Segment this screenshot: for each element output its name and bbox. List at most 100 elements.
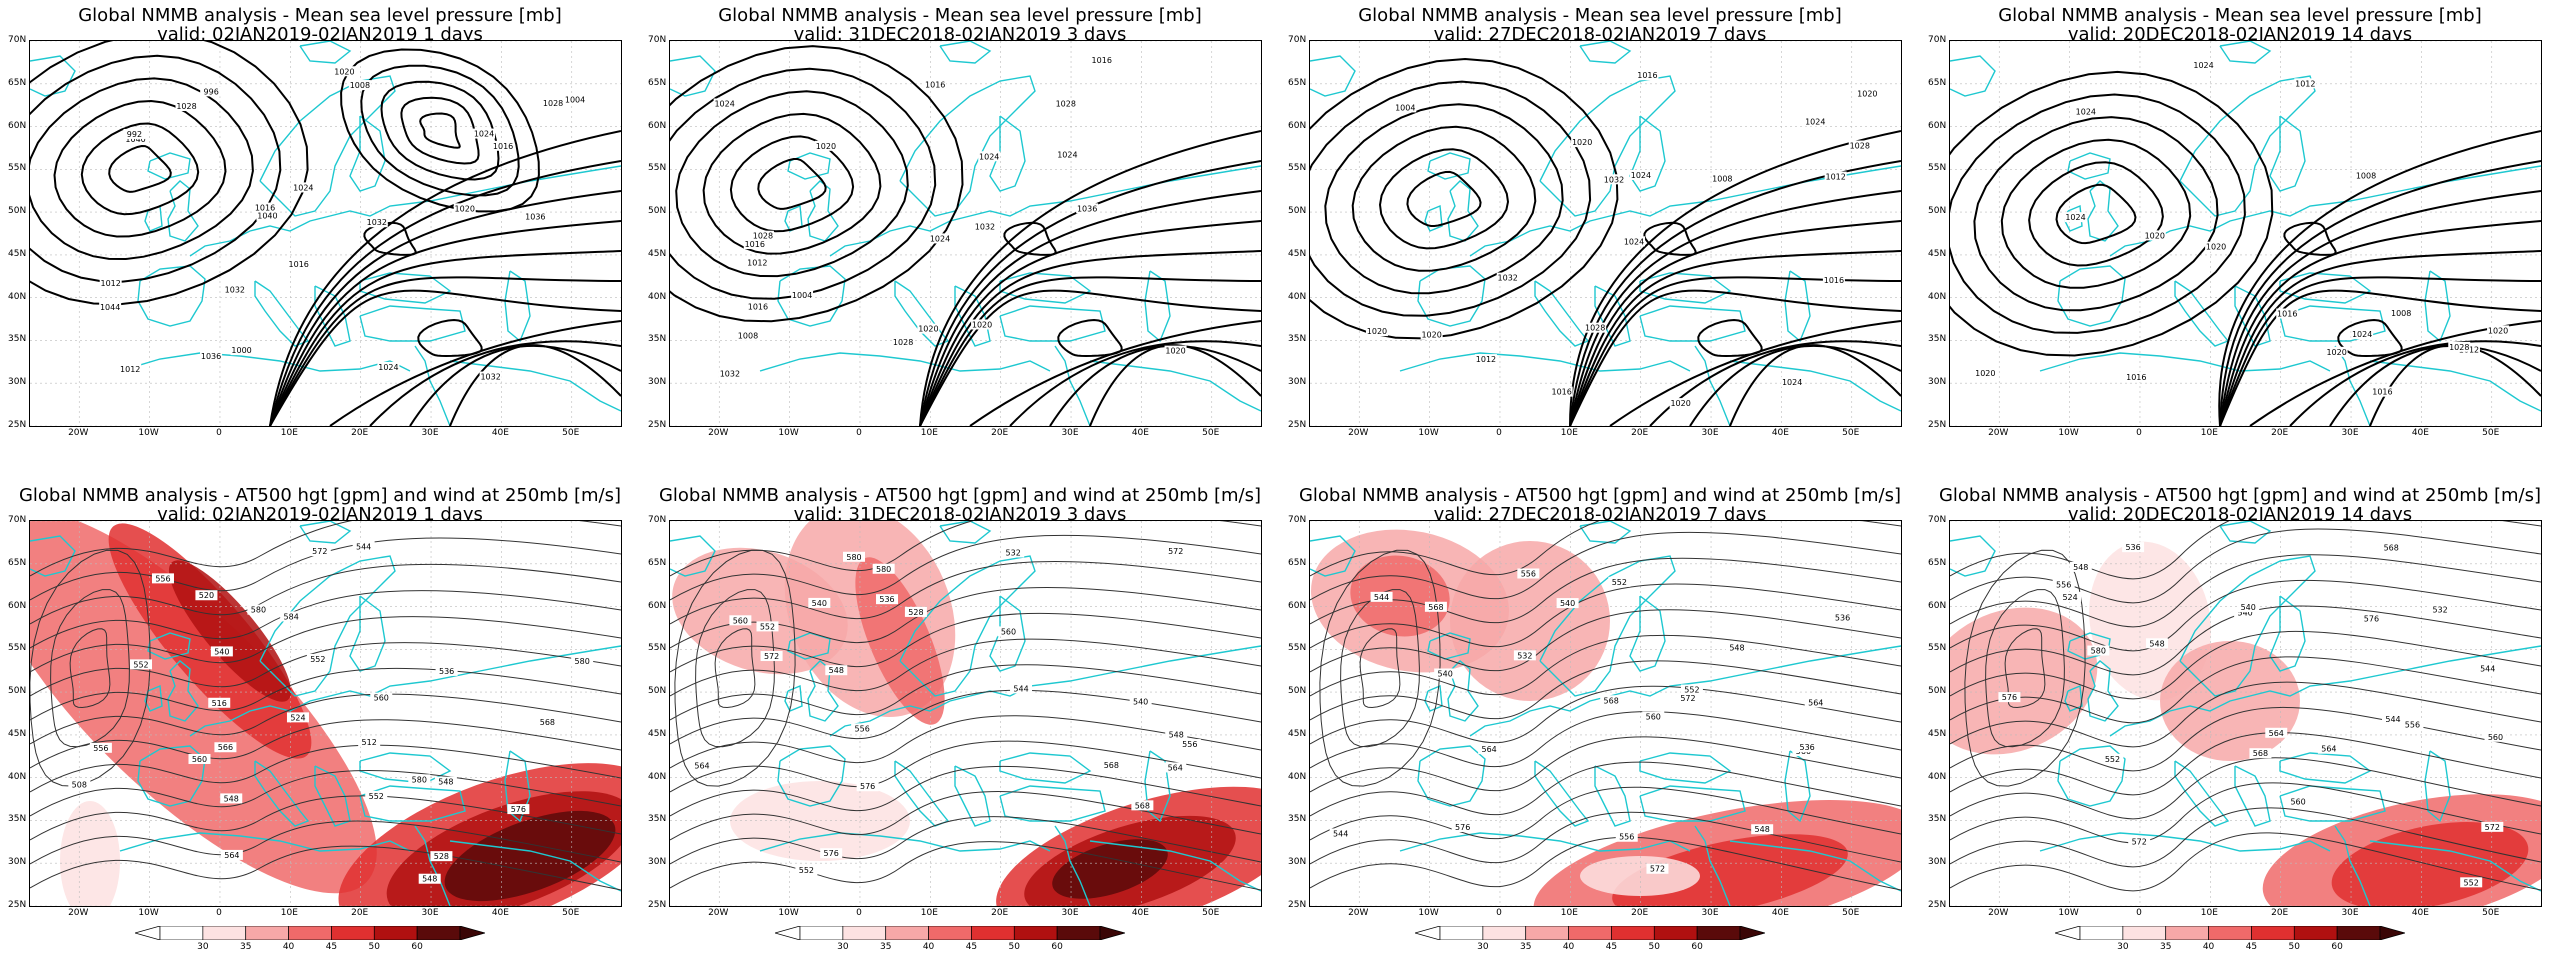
coastline	[167, 180, 199, 242]
colorbar-label: 50	[1008, 942, 1021, 952]
contour-label: 1016	[2277, 310, 2297, 319]
contour-label-bg	[430, 851, 453, 862]
latitude-tick-label: 40N	[1288, 771, 1307, 782]
contour-label: 564	[1482, 745, 1497, 754]
contour-label: 556	[2056, 580, 2071, 589]
latitude-tick-label: 30N	[8, 377, 27, 388]
longitude-tick-label: 50E	[1202, 908, 1220, 918]
contour-label: 1032	[367, 218, 387, 227]
contour-line	[675, 90, 909, 278]
contour-line	[269, 289, 621, 426]
latitude-tick-label: 50N	[1928, 206, 1947, 217]
contour-label: 1016	[925, 81, 945, 90]
contour-label: 1020	[972, 320, 992, 329]
coastline	[1310, 55, 1356, 97]
contour-line	[670, 521, 1261, 577]
contour-label: 1032	[225, 285, 245, 294]
contour-label: 1024	[1624, 237, 1644, 246]
contour-line	[30, 845, 621, 891]
colorbar-segment	[2165, 926, 2209, 940]
wind-speed-shading	[30, 521, 377, 894]
panel-valid-line: valid: 31DEC2018-02JAN2019 3 days	[793, 24, 1127, 45]
z500-wind-map-panel: Global NMMB analysis - AT500 hgt [gpm] a…	[1920, 480, 2560, 960]
coastline	[2039, 832, 2331, 852]
contour-line	[1310, 531, 1901, 601]
contour-label: 560	[2290, 797, 2305, 806]
contour-label: 528	[434, 852, 449, 861]
contour-label: 548	[2073, 563, 2088, 572]
coastline	[137, 265, 206, 327]
contour-label: 572	[312, 547, 327, 556]
coastline	[1054, 345, 1091, 426]
contour-label-bg	[2294, 78, 2317, 89]
contour-label: 540	[1438, 669, 1453, 678]
coastline	[2269, 595, 2306, 672]
contour-label: 568	[2253, 749, 2268, 758]
contour-label: 584	[284, 612, 299, 621]
contour-label: 1020	[2488, 326, 2508, 335]
contour-line	[670, 664, 1261, 721]
latitude-tick-label: 35N	[1288, 334, 1307, 345]
contour-label-bg	[479, 371, 502, 382]
latitude-tick-label: 50N	[1288, 686, 1307, 697]
contour-line	[1950, 732, 2541, 796]
latitude-tick-label: 45N	[648, 248, 667, 259]
longitude-tick-label: 30E	[421, 908, 439, 918]
contour-label-bg	[1010, 683, 1033, 694]
latitude-tick-label: 60N	[1928, 120, 1947, 131]
longitude-tick-label: 30E	[2341, 428, 2359, 438]
contour-label: 544	[1333, 829, 1348, 838]
coastline	[999, 752, 1092, 784]
latitude-tick-label: 40N	[648, 771, 667, 782]
wind-colorbar	[775, 926, 1125, 940]
contour-label-bg	[729, 615, 752, 626]
coastline	[2334, 825, 2371, 906]
coastline	[894, 280, 950, 347]
contour-label-bg	[1474, 354, 1497, 365]
contour-label: 564	[224, 851, 239, 860]
contour-line	[670, 715, 1261, 769]
longitude-tick-label: 20W	[708, 428, 729, 438]
contour-label-bg	[2287, 796, 2310, 807]
contour-label-bg	[2325, 346, 2348, 357]
contour-label-bg	[760, 651, 783, 662]
contour-line	[419, 112, 461, 149]
contour-label: 1016	[289, 260, 309, 269]
contour-label: 1024	[1057, 151, 1077, 160]
coastline	[1424, 684, 1443, 712]
contour-label: 564	[1168, 763, 1183, 772]
map-svg: 1016 1020 1024 1028 1032 1036 1032 1028 1008 1004…	[670, 41, 1261, 426]
contour-label: 1004	[792, 291, 812, 300]
panel-title-line1: Global NMMB analysis - Mean sea level pr…	[78, 5, 562, 26]
contour-label-bg	[1517, 568, 1540, 579]
contour-label-bg	[1824, 171, 1847, 182]
contour-label: 1032	[1604, 175, 1624, 184]
panel-title: Global NMMB analysis - Mean sea level pr…	[0, 6, 640, 44]
contour-label-bg	[2351, 329, 2374, 340]
colorbar-segment	[2251, 926, 2295, 940]
contour-label: 1020	[816, 142, 836, 151]
coastline	[777, 265, 846, 327]
latitude-tick-label: 50N	[8, 206, 27, 217]
coastline	[2279, 305, 2386, 342]
contour-label: 520	[199, 591, 214, 600]
contour-label-bg	[1725, 642, 1748, 653]
colorbar-segment	[885, 926, 929, 940]
latitude-tick-label: 50N	[8, 686, 27, 697]
map-area: 540 544 548 552 556 560 564 568 572 576 580 528 532 5…	[669, 520, 1262, 907]
contour-label: 1032	[975, 222, 995, 231]
latitude-tick-label: 65N	[1288, 557, 1307, 568]
contour-label-bg	[2448, 341, 2471, 352]
contour-label: 556	[855, 724, 870, 733]
contour-label-bg	[1056, 149, 1079, 160]
contour-label: 576	[2002, 693, 2017, 702]
coastline	[1639, 305, 1746, 342]
contour-line	[2219, 289, 2541, 426]
contour-line	[30, 642, 621, 697]
contour-label-bg	[365, 790, 388, 801]
coastline	[2067, 152, 2111, 180]
contour-line	[670, 612, 1261, 673]
contour-label-bg	[370, 692, 393, 703]
contour-label: 552	[369, 792, 384, 801]
latitude-tick-label: 65N	[648, 77, 667, 88]
